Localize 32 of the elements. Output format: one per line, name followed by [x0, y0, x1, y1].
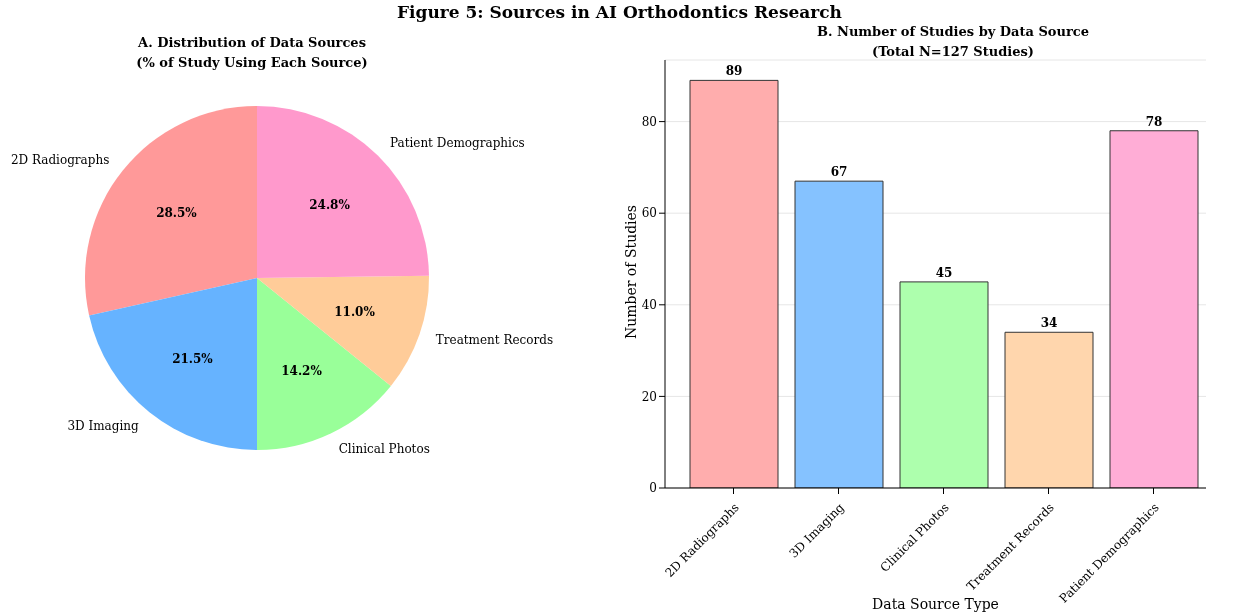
data-label: 28.5%	[156, 206, 198, 221]
data-label: 67	[830, 165, 848, 180]
bar	[899, 281, 989, 488]
bar	[1109, 130, 1199, 488]
data-label: 89	[725, 64, 743, 79]
y-tick-label: 40	[641, 298, 657, 313]
data-label: 78	[1145, 114, 1163, 129]
slice-label: 3D Imaging	[67, 418, 140, 433]
slice-label: Clinical Photos	[338, 441, 430, 456]
slice-label: Treatment Records	[435, 332, 554, 347]
x-axis-title: Data Source Type	[872, 596, 999, 612]
y-tick-label: 60	[641, 206, 657, 221]
slice-label: 2D Radiographs	[10, 152, 110, 167]
data-label: 34	[1040, 316, 1058, 331]
data-label: 14.2%	[281, 364, 323, 379]
caption: Figure 5: Sources in AI Orthodontics Research	[396, 2, 843, 22]
bar	[689, 79, 779, 488]
data-label: 45	[935, 265, 953, 280]
bar	[1004, 331, 1094, 488]
y-tick-label: 80	[641, 114, 657, 129]
pie-slice	[89, 278, 257, 450]
pie-slice	[257, 275, 429, 386]
bar	[794, 180, 884, 488]
chart-title: B. Number of Studies by Data Source (Total N=127 Studies)	[816, 23, 1090, 61]
y-axis-title: Number of Studies	[623, 203, 639, 342]
data-label: 24.8%	[309, 197, 351, 212]
y-tick-label: 0	[649, 481, 657, 496]
data-label: 21.5%	[172, 351, 214, 366]
chart-title: A. Distribution of Data Sources (% of Study Using Each Source)	[135, 34, 369, 72]
y-tick-label: 20	[641, 389, 657, 404]
slice-label: Patient Demographics	[389, 136, 525, 151]
data-label: 11.0%	[334, 304, 376, 319]
